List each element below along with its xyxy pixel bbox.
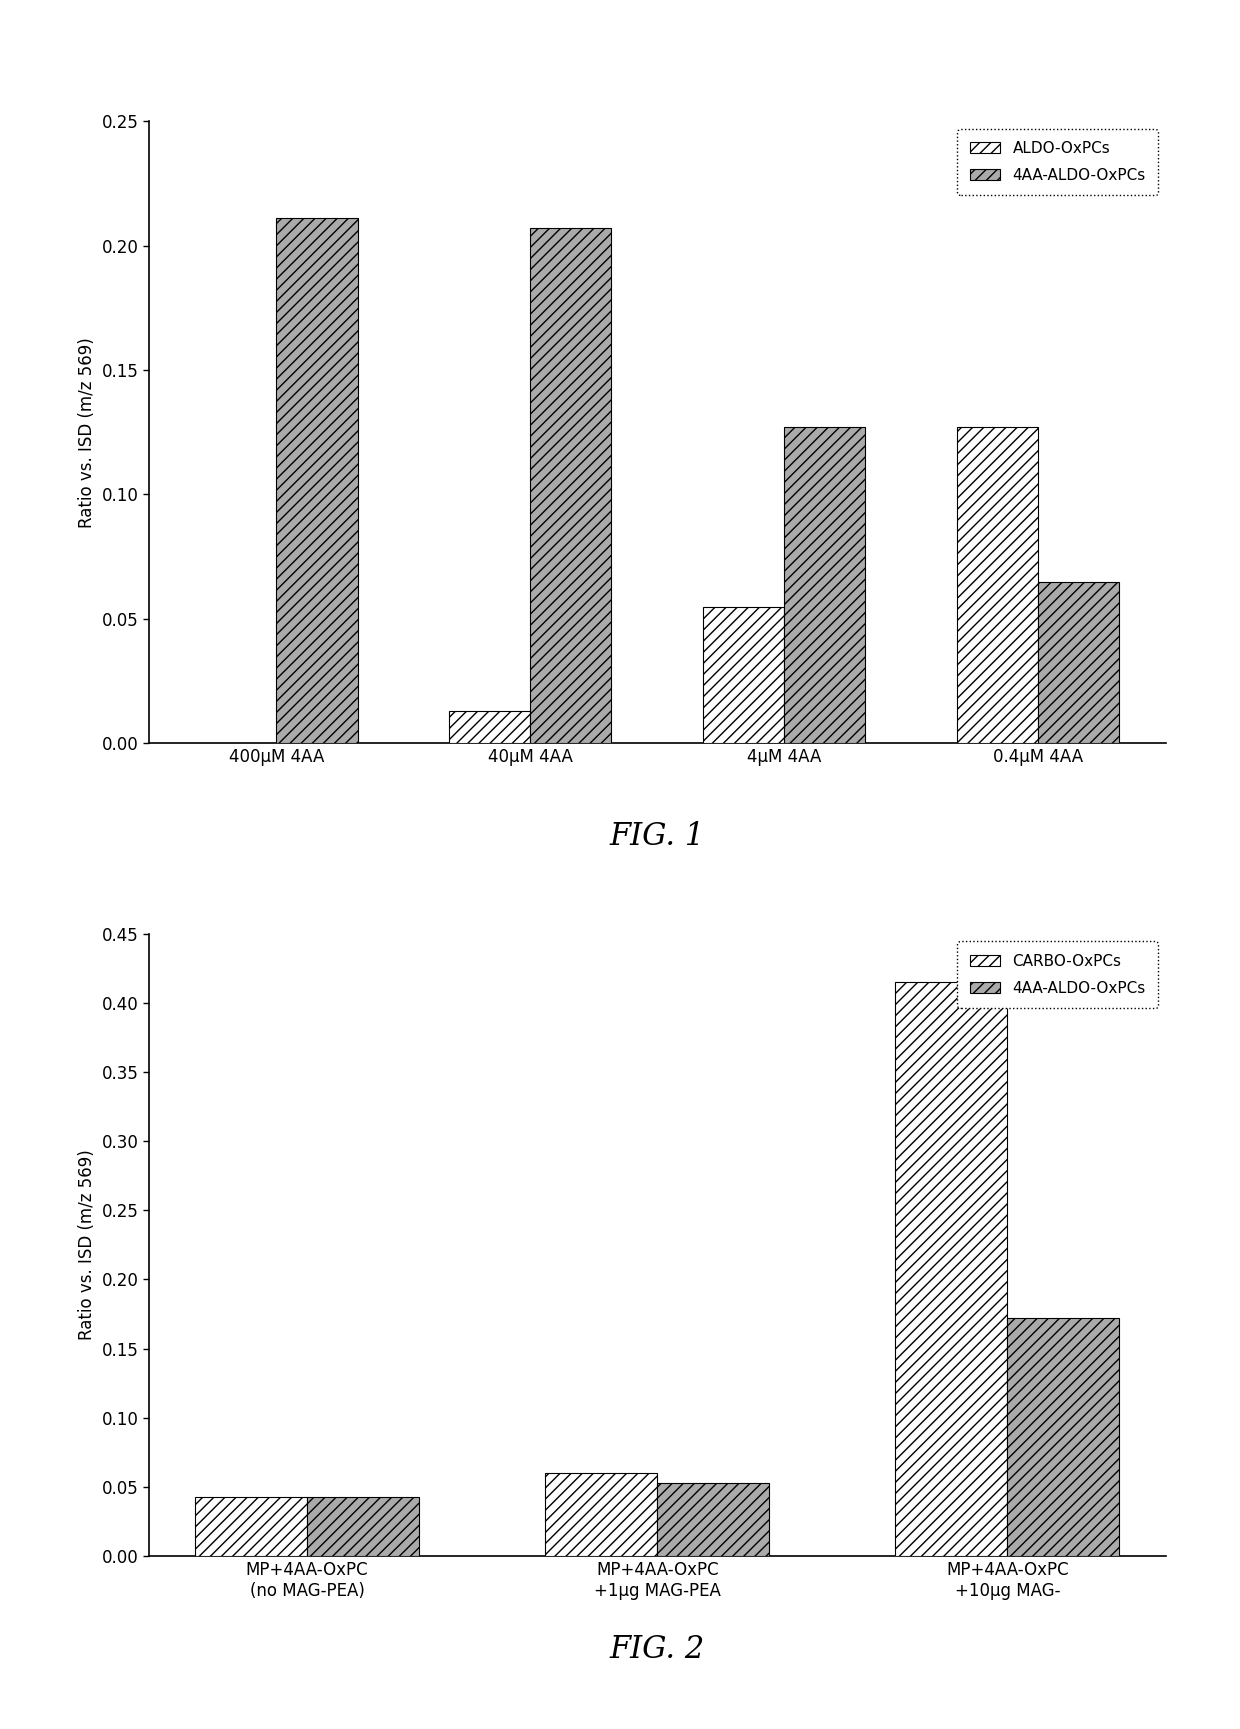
Y-axis label: Ratio vs. ISD (m/z 569): Ratio vs. ISD (m/z 569) [78, 337, 95, 527]
Bar [1038, 581, 1120, 743]
Bar [531, 228, 611, 743]
Bar [784, 427, 866, 743]
Bar [703, 607, 784, 743]
Bar [1007, 1317, 1120, 1556]
Bar [957, 427, 1038, 743]
Bar [657, 1483, 769, 1556]
Bar [546, 1473, 657, 1556]
Bar [195, 1497, 308, 1556]
Bar [895, 982, 1007, 1556]
Bar [449, 711, 531, 743]
Y-axis label: Ratio vs. ISD (m/z 569): Ratio vs. ISD (m/z 569) [78, 1150, 95, 1340]
Text: FIG. 1: FIG. 1 [610, 821, 704, 852]
Bar [308, 1497, 419, 1556]
Text: FIG. 2: FIG. 2 [610, 1634, 704, 1665]
Legend: ALDO-OxPCs, 4AA-ALDO-OxPCs: ALDO-OxPCs, 4AA-ALDO-OxPCs [957, 128, 1158, 195]
Bar [277, 218, 357, 743]
Legend: CARBO-OxPCs, 4AA-ALDO-OxPCs: CARBO-OxPCs, 4AA-ALDO-OxPCs [957, 941, 1158, 1008]
